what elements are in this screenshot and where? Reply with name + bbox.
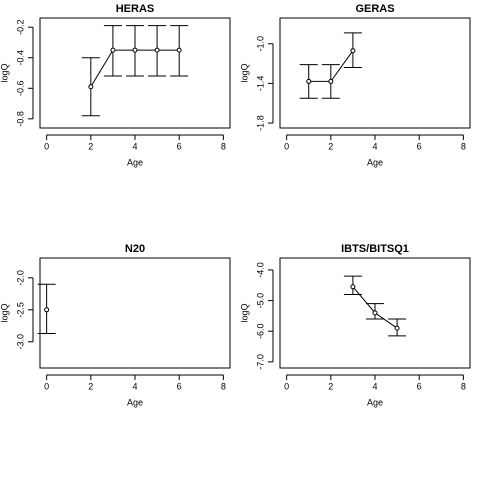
- x-tick-label: 8: [461, 381, 466, 391]
- x-tick-label: 8: [221, 381, 226, 391]
- y-tick-label: -7.0: [255, 354, 265, 370]
- x-tick-label: 4: [132, 381, 137, 391]
- chart-title: HERAS: [116, 3, 155, 15]
- point: [328, 78, 334, 84]
- point: [350, 48, 356, 54]
- x-tick-label: 6: [417, 141, 422, 151]
- x-axis-label: Age: [127, 397, 143, 407]
- y-tick-label: -4.0: [255, 262, 265, 278]
- x-axis-label: Age: [367, 157, 383, 167]
- plot-frame: [39, 17, 231, 129]
- y-tick-label: -0.2: [15, 19, 25, 35]
- plot-frame: [279, 17, 471, 129]
- y-tick-label: -0.4: [15, 50, 25, 66]
- point: [306, 78, 312, 84]
- x-axis-label: Age: [367, 397, 383, 407]
- point: [176, 47, 182, 53]
- point: [44, 307, 50, 313]
- point: [132, 47, 138, 53]
- x-tick-label: 4: [372, 381, 377, 391]
- x-tick-label: 0: [44, 141, 49, 151]
- x-tick-label: 2: [88, 381, 93, 391]
- y-tick-label: -3.0: [15, 334, 25, 350]
- x-tick-label: 4: [372, 141, 377, 151]
- x-tick-label: 8: [461, 141, 466, 151]
- x-tick-label: 2: [88, 141, 93, 151]
- y-tick-label: -5.0: [255, 293, 265, 309]
- x-tick-label: 6: [417, 381, 422, 391]
- y-tick-label: -2.5: [15, 302, 25, 318]
- point: [88, 84, 94, 90]
- x-tick-label: 0: [284, 381, 289, 391]
- point: [350, 284, 356, 290]
- x-tick-label: 2: [328, 141, 333, 151]
- x-tick-label: 4: [132, 141, 137, 151]
- x-tick-label: 2: [328, 381, 333, 391]
- chart-title: N20: [125, 243, 145, 255]
- x-axis-label: Age: [127, 157, 143, 167]
- y-tick-label: -6.0: [255, 323, 265, 339]
- x-tick-label: 6: [177, 381, 182, 391]
- x-tick-label: 0: [284, 141, 289, 151]
- y-tick-label: -0.8: [15, 111, 25, 127]
- y-tick-label: -2.0: [15, 270, 25, 286]
- y-tick-label: -1.4: [255, 76, 265, 92]
- point: [154, 47, 160, 53]
- y-axis-label: logQ: [239, 303, 249, 322]
- x-tick-label: 0: [44, 381, 49, 391]
- chart-title: IBTS/BITSQ1: [341, 243, 409, 255]
- point: [110, 47, 116, 53]
- y-axis-label: logQ: [239, 63, 249, 82]
- plot-frame: [39, 257, 231, 369]
- chart-title: GERAS: [355, 3, 394, 15]
- x-tick-label: 8: [221, 141, 226, 151]
- y-tick-label: -1.8: [255, 115, 265, 131]
- y-tick-label: -1.0: [255, 36, 265, 52]
- y-axis-label: logQ: [0, 303, 9, 322]
- plot-frame: [279, 257, 471, 369]
- point: [394, 325, 400, 331]
- point: [372, 310, 378, 316]
- y-tick-label: -0.6: [15, 81, 25, 97]
- y-axis-label: logQ: [0, 63, 9, 82]
- x-tick-label: 6: [177, 141, 182, 151]
